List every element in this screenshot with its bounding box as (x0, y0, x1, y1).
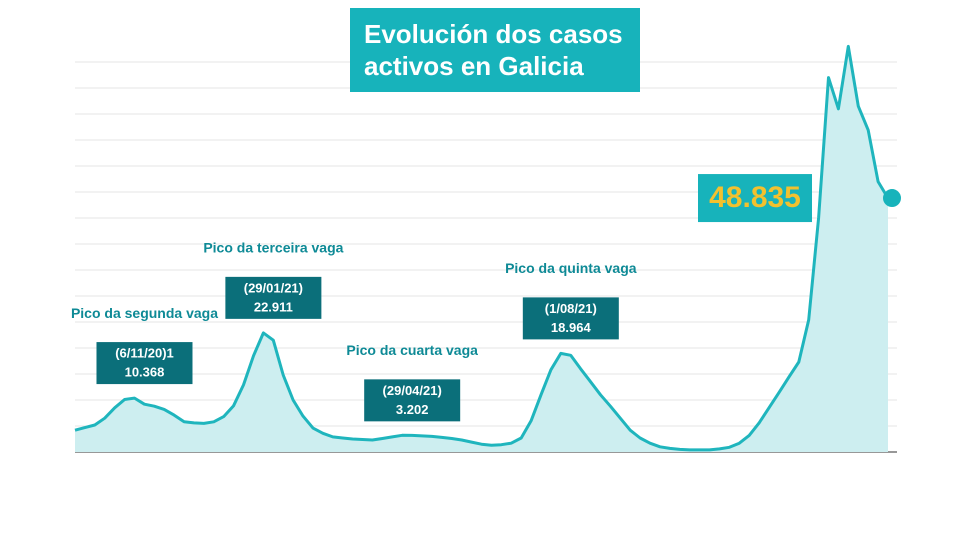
annotation-title: Pico da cuarta vaga (346, 342, 478, 358)
annotation-title: Pico da quinta vaga (505, 260, 637, 276)
annotation-date: (29/01/21) (244, 280, 303, 295)
chart-title: Evolución dos casos activos en Galicia (350, 8, 640, 92)
current-value: 48.835 (709, 181, 801, 214)
annotation-date: (29/04/21) (383, 383, 442, 398)
annotation-value: 10.368 (125, 365, 165, 380)
annotation-box (522, 297, 619, 340)
annotation-value: 22.911 (254, 299, 293, 314)
area (75, 46, 888, 453)
annotation-date: (1/08/21) (545, 301, 597, 316)
annotation-box (96, 342, 193, 385)
annotation-date: (6/11/20)1 (115, 346, 174, 361)
annotation-value: 3.202 (396, 402, 429, 417)
annotation-value: 18.964 (551, 320, 592, 335)
annotation-title: Pico da segunda vaga (71, 305, 218, 321)
annotation-box (364, 379, 461, 422)
current-box (698, 174, 812, 223)
line (74, 44, 890, 452)
annotation-title: Pico da terceira vaga (203, 240, 343, 256)
annotation-box (225, 276, 322, 319)
current-dot (883, 189, 901, 208)
